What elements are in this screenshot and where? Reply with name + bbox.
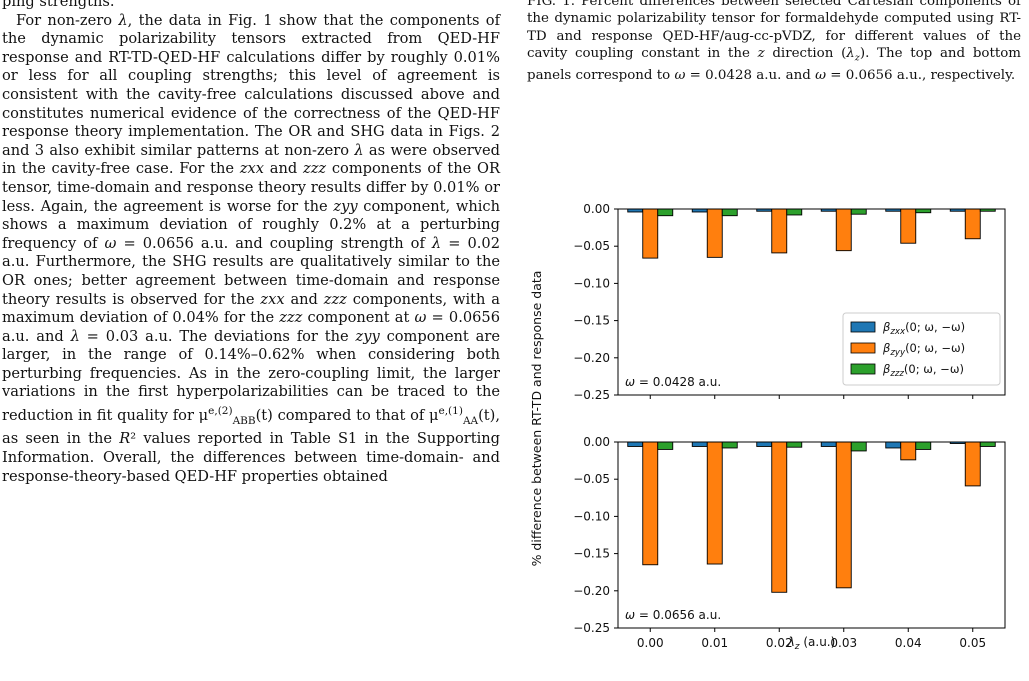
bar-p2-s3-5 — [979, 441, 996, 447]
figure-1: 0.00 −0.05 −0.10 −0.15 −0.20 −0.25 ω = 0.0428 … — [527, 190, 1017, 654]
bar-p1-s3-1 — [721, 208, 738, 217]
bar-p1-s2-1 — [706, 208, 723, 258]
bar-p1-s3-4 — [915, 208, 932, 214]
bar-p1-s3-3 — [850, 208, 867, 215]
legend-box — [842, 312, 1001, 386]
ytick-label-p2-5: −0.25 — [573, 621, 610, 635]
caption-text: FIG. 1. Percent differences between sele… — [527, 0, 1021, 83]
bar-p1-s3-0 — [657, 208, 674, 217]
bar-p2-s3-0 — [657, 441, 674, 450]
legend-swatch-3 — [850, 363, 876, 375]
panel-label-2: ω = 0.0656 a.u. — [625, 608, 721, 622]
ytick-label-p1-0: 0.00 — [583, 202, 610, 216]
bar-p1-s2-4 — [900, 208, 917, 244]
xtick-label-5: 0.05 — [959, 636, 986, 650]
bar-p2-s2-4 — [900, 441, 917, 461]
legend-label-3: βzzz(0; ω, −ω) — [882, 362, 964, 379]
axes-frame-panel-1 — [617, 208, 1006, 396]
bar-p2-s1-0 — [627, 441, 644, 447]
legend-swatch-2 — [850, 342, 876, 354]
axes-frame-panel-2 — [617, 441, 1006, 629]
ytick-label-p1-2: −0.10 — [573, 276, 610, 290]
body-paragraph: For non-zero λ, the data in Fig. 1 show … — [2, 11, 500, 485]
xtick-label-1: 0.01 — [701, 636, 728, 650]
body-top-line: ping strengths. — [2, 0, 115, 10]
bar-p2-s2-2 — [771, 441, 788, 593]
bar-p1-s2-3 — [835, 208, 852, 252]
bar-p2-s2-0 — [642, 441, 659, 566]
xtick-label-3: 0.03 — [830, 636, 857, 650]
ytick-label-p2-4: −0.20 — [573, 584, 610, 598]
body-text-column: ping strengths. For non-zero λ, the data… — [0, 0, 504, 681]
bar-p2-s1-1 — [691, 441, 708, 447]
bar-p2-s2-3 — [835, 441, 852, 589]
bar-p2-s3-3 — [850, 441, 867, 452]
ytick-label-p1-5: −0.25 — [573, 388, 610, 402]
bar-p2-s2-5 — [964, 441, 981, 487]
ytick-label-p2-0: 0.00 — [583, 435, 610, 449]
xtick-label-0: 0.00 — [637, 636, 664, 650]
ytick-label-p2-3: −0.15 — [573, 547, 610, 561]
bar-p1-s3-2 — [786, 208, 803, 216]
xtick-label-4: 0.04 — [895, 636, 922, 650]
ytick-label-p1-3: −0.15 — [573, 314, 610, 328]
bar-p2-s3-4 — [915, 441, 932, 450]
ytick-label-p2-2: −0.10 — [573, 509, 610, 523]
legend-label-2: βzyy(0; ω, −ω) — [882, 341, 965, 358]
bar-p1-s2-0 — [642, 208, 659, 259]
ytick-label-p1-4: −0.20 — [573, 351, 610, 365]
figure-caption: FIG. 1. Percent differences between sele… — [527, 0, 1021, 84]
bar-p2-s1-4 — [885, 441, 902, 449]
legend-label-1: βzxx(0; ω, −ω) — [882, 320, 965, 337]
bar-p2-s1-3 — [820, 441, 837, 447]
ytick-label-p1-1: −0.05 — [573, 239, 610, 253]
bar-p2-s2-1 — [706, 441, 723, 565]
x-axis-label: λz (a.u.) — [787, 635, 836, 650]
bar-p2-s3-2 — [786, 441, 803, 448]
y-axis-label: % difference between RT-TD and response … — [529, 271, 544, 567]
panel-label-1: ω = 0.0428 a.u. — [625, 375, 721, 389]
bar-p2-s3-1 — [721, 441, 738, 449]
ytick-label-p2-1: −0.05 — [573, 472, 610, 486]
bar-p2-s1-2 — [756, 441, 773, 447]
bar-chart: 0.00 −0.05 −0.10 −0.15 −0.20 −0.25 ω = 0.0428 … — [529, 202, 1006, 652]
bar-p1-s2-5 — [964, 208, 981, 240]
legend-swatch-1 — [850, 321, 876, 333]
xtick-label-2: 0.02 — [766, 636, 793, 650]
bar-p1-s2-2 — [771, 208, 788, 254]
